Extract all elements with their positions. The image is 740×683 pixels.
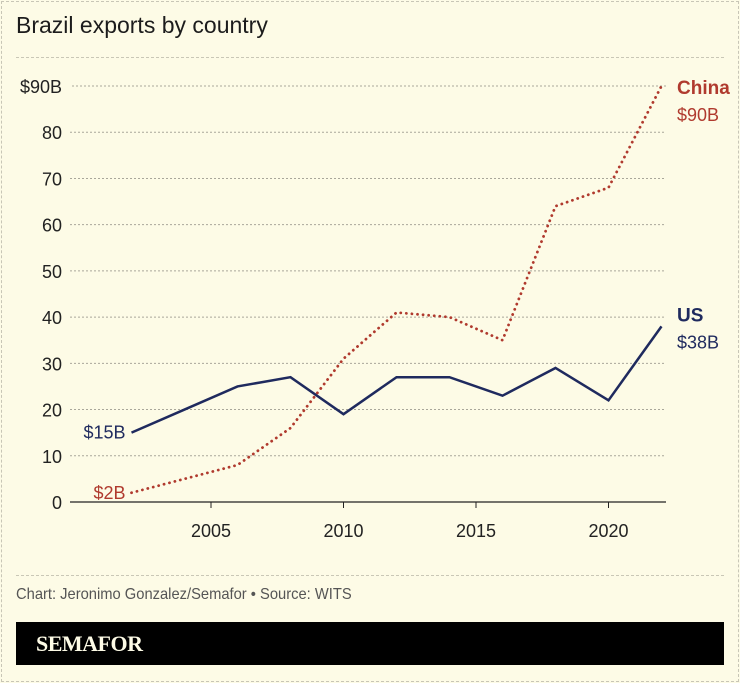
series-line-us: [131, 325, 663, 434]
y-tick-label: 30: [42, 354, 62, 374]
x-tick-label: 2010: [323, 521, 363, 541]
series-label: US: [677, 305, 703, 326]
chart-title: Brazil exports by country: [16, 12, 268, 38]
chart-credit: Chart: Jeronimo Gonzalez/Semafor • Sourc…: [16, 586, 352, 603]
divider: [16, 575, 724, 576]
y-tick-label: 60: [42, 216, 62, 236]
y-tick-label: 40: [42, 308, 62, 328]
x-tick-label: 2015: [456, 521, 496, 541]
series-label: China: [677, 78, 730, 99]
y-tick-label: 70: [42, 169, 62, 189]
y-tick-label: 50: [42, 262, 62, 282]
y-tick-label: 10: [42, 447, 62, 467]
y-tick-label: 80: [42, 123, 62, 143]
start-value-label: $2B: [93, 483, 125, 503]
end-value-label: $38B: [677, 332, 719, 352]
series-line-china: [130, 84, 663, 495]
start-value-label: $15B: [83, 423, 125, 443]
end-value-label: $90B: [677, 105, 719, 125]
y-tick-label: $90B: [20, 77, 62, 97]
divider: [16, 57, 724, 58]
x-tick-label: 2020: [588, 521, 628, 541]
y-tick-label: 20: [42, 401, 62, 421]
semafor-logo: SEMAFOR: [36, 631, 143, 656]
brand-bar: SEMAFOR: [16, 622, 724, 665]
y-tick-label: 0: [52, 493, 62, 513]
x-tick-label: 2005: [191, 521, 231, 541]
